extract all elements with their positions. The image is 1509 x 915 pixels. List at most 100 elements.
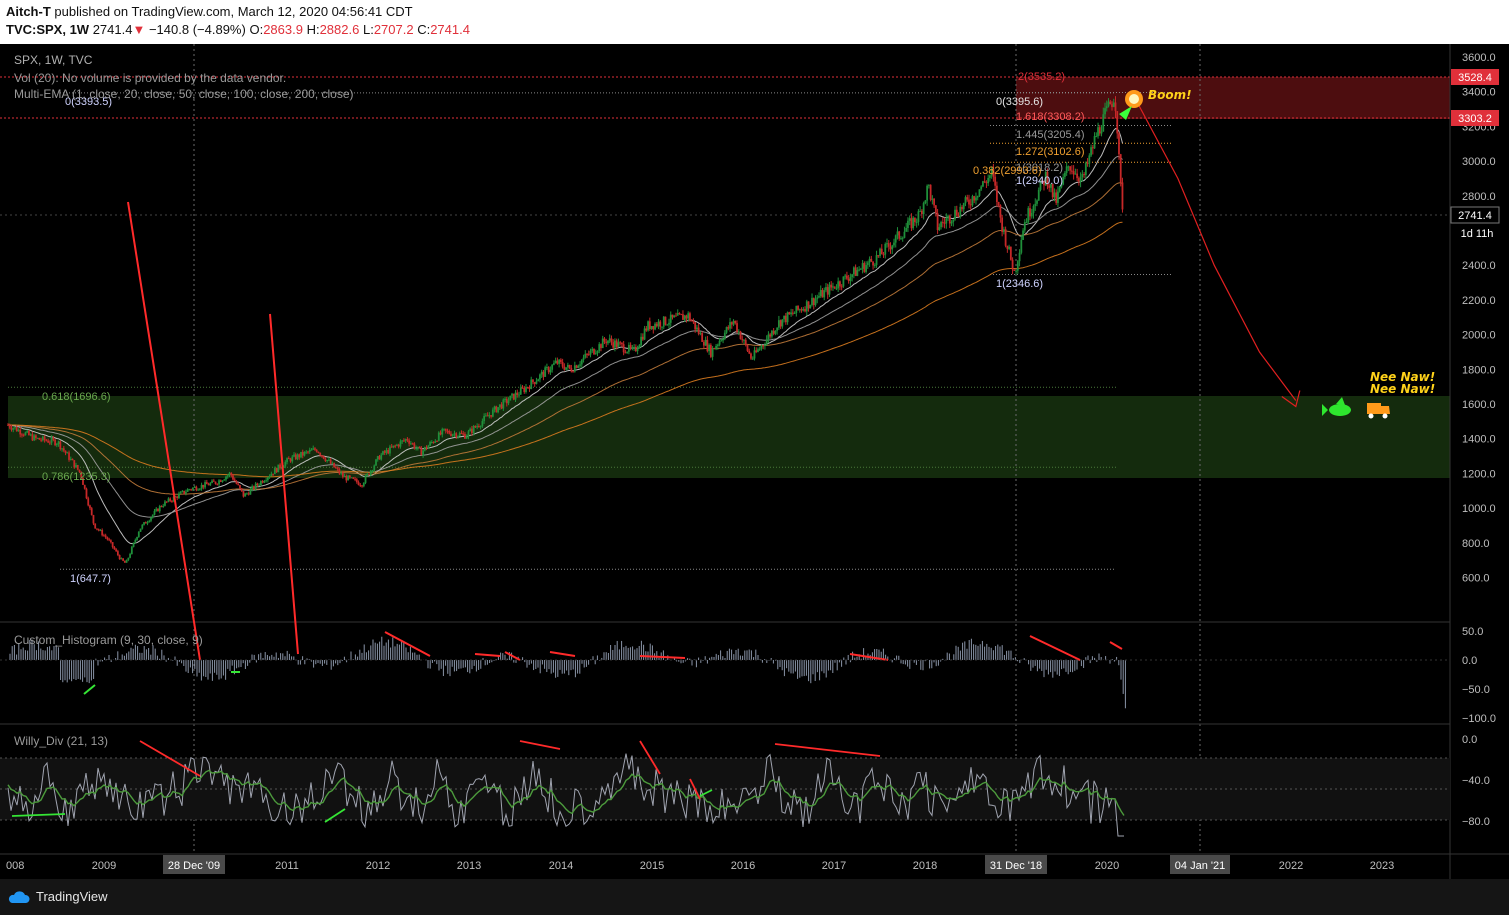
candle-body	[934, 205, 937, 214]
histogram-tick-label: 50.0	[1462, 626, 1483, 638]
candle-body	[329, 459, 332, 464]
candle-body	[176, 496, 179, 499]
willy-bull-divergence	[699, 789, 713, 797]
candle-body	[619, 342, 622, 344]
candle-body	[593, 348, 595, 355]
candle-body	[181, 490, 184, 492]
candle-body	[76, 465, 79, 470]
candle-body	[1091, 147, 1094, 149]
candle-body	[188, 489, 191, 491]
candle-body	[572, 371, 574, 373]
time-tick-label: 2012	[366, 860, 390, 872]
candle-body	[621, 342, 623, 345]
chart-title[interactable]: SPX, 1W, TVC	[14, 53, 93, 67]
candle-body	[116, 551, 119, 556]
candle-body	[582, 357, 585, 360]
candle-body	[1112, 102, 1115, 107]
candle-body	[450, 433, 452, 436]
candle-body	[961, 206, 963, 210]
willy-legend[interactable]: Willy_Div (21, 13)	[14, 734, 109, 748]
candle-body	[150, 517, 152, 521]
candle-body	[652, 326, 655, 330]
histogram-legend[interactable]: Custom_Histogram (9, 30, close, 9)	[14, 633, 203, 647]
tradingview-logo[interactable]: TradingView	[8, 889, 108, 904]
candle-body	[336, 468, 339, 470]
willy-axis[interactable]: 0.0 −40.0 −80.0	[1462, 734, 1490, 828]
price-tick-label: 3400.0	[1462, 87, 1496, 99]
candle-body	[882, 254, 885, 256]
candle-body	[324, 458, 327, 462]
boom-explosion-icon	[1125, 90, 1143, 108]
candle-body	[889, 246, 892, 250]
candle-body	[1069, 166, 1072, 171]
symbol-label[interactable]: TVC:SPX, 1W	[6, 22, 90, 37]
candle-body	[713, 347, 716, 350]
price-tick-label: 2200.0	[1462, 295, 1496, 307]
candle-body	[479, 426, 482, 428]
candle-body	[19, 429, 22, 435]
histogram-tick-label: −50.0	[1462, 684, 1490, 696]
candle-body	[279, 464, 281, 469]
candle-body	[1057, 191, 1059, 203]
candle-body	[1022, 230, 1024, 240]
candle-body	[364, 475, 367, 483]
time-badge-bg	[1170, 855, 1230, 874]
candle-body	[338, 468, 341, 474]
willy-bear-divergence	[689, 778, 701, 800]
volume-legend[interactable]: Vol (20): No volume is provided by the d…	[14, 71, 287, 85]
price-axis[interactable]: 3600.03400.03200.03000.02800.02600.02400…	[1462, 52, 1496, 585]
willy-signal-line	[7, 769, 1125, 816]
candle-body	[75, 465, 77, 468]
candle-body	[907, 220, 909, 228]
candle-body	[378, 456, 381, 460]
candle-body	[746, 344, 749, 351]
candle-body	[638, 345, 641, 349]
candle-body	[823, 290, 826, 298]
projection-arrow	[1136, 101, 1301, 408]
candle-body	[167, 498, 170, 502]
candle-body	[559, 359, 562, 362]
candle-body	[193, 486, 196, 488]
candle-body	[322, 455, 325, 459]
price-tick-label: 1600.0	[1462, 399, 1496, 411]
candle-body	[293, 454, 295, 457]
chart-area[interactable]: 3600.03400.03200.03000.02800.02600.02400…	[0, 44, 1509, 879]
candle-body	[186, 489, 189, 492]
candle-body	[474, 426, 477, 428]
candle-body	[886, 243, 888, 245]
candle-body	[144, 522, 147, 524]
tradingview-cloud-icon	[8, 890, 30, 903]
candle-body	[1100, 131, 1103, 134]
candle-body	[83, 484, 86, 489]
time-axis[interactable]: 008 2009 2011 2012 2013 2014 2015 2016 2017 2018 2…	[6, 855, 1394, 874]
candle-body	[120, 558, 123, 560]
candle-body	[851, 274, 854, 278]
candle-body	[610, 338, 613, 343]
candle-body	[570, 368, 573, 372]
histogram-tick-label: −100.0	[1462, 713, 1496, 725]
candle-body	[308, 449, 311, 452]
candle-body	[132, 542, 135, 547]
candle-body	[940, 222, 942, 228]
candle-body	[861, 263, 864, 269]
price-tick-label: 2000.0	[1462, 330, 1496, 342]
chart-svg[interactable]: 3600.03400.03200.03000.02800.02600.02400…	[0, 44, 1509, 879]
fib-r-0382: 0.382(2993.6)	[973, 165, 1042, 177]
histogram-axis[interactable]: 50.0 0.0 −50.0 −100.0	[1462, 626, 1496, 725]
candle-body	[125, 560, 128, 563]
candle-body	[818, 296, 820, 298]
candle-body	[270, 473, 273, 477]
candle-body	[936, 213, 939, 230]
candle-body	[791, 312, 794, 314]
candle-body	[448, 431, 451, 434]
candle-body	[875, 255, 878, 266]
ema-legend[interactable]: Multi-EMA (1, close, 20, close, 50, clos…	[14, 87, 354, 101]
candle-body	[359, 485, 362, 487]
willy-bull-divergence	[324, 808, 346, 823]
time-tick-label: 008	[6, 860, 24, 872]
candle-body	[418, 446, 421, 449]
author-name[interactable]: Aitch-T	[6, 4, 51, 19]
candle-body	[709, 344, 712, 357]
histogram-divergence-line	[639, 655, 686, 659]
candle-body	[403, 440, 405, 442]
